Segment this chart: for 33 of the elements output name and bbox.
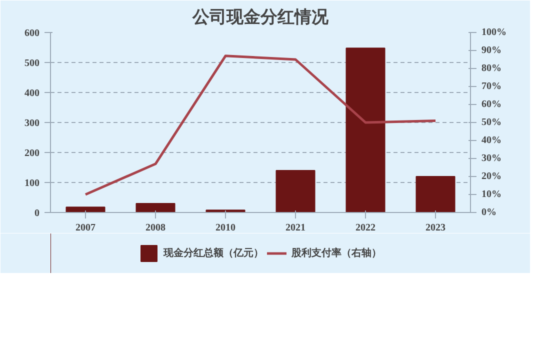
- bar: [276, 170, 316, 212]
- y-tick-label: 0: [34, 208, 40, 219]
- y-tick-label: 100: [24, 178, 40, 189]
- y2-tick-label: 30%: [482, 153, 502, 164]
- line-series: [84, 54, 437, 196]
- y2-tick-label: 70%: [482, 81, 502, 92]
- x-tick-label: 2007: [76, 222, 96, 234]
- y2-tick-label: 90%: [482, 45, 502, 56]
- y2-tick-label: 40%: [482, 135, 502, 146]
- x-tick-label: 2023: [426, 222, 446, 234]
- y-tick-label: 200: [24, 148, 40, 159]
- y2-tick-label: 100%: [482, 27, 506, 38]
- y-tick-label: 600: [24, 28, 40, 39]
- y2-tick-label: 10%: [482, 189, 502, 200]
- y-tick-label: 500: [24, 58, 40, 69]
- y2-tick-label: 80%: [482, 63, 502, 74]
- bar: [346, 48, 386, 212]
- bar: [136, 203, 176, 212]
- x-tick-label: 2010: [216, 222, 236, 234]
- y2-tick-label: 60%: [482, 99, 502, 110]
- bar: [416, 176, 456, 212]
- x-tick-label: 2008: [146, 222, 166, 234]
- x-tick-label: 2021: [286, 222, 306, 234]
- y-tick-label: 300: [24, 118, 40, 129]
- y2-tick-label: 50%: [482, 117, 502, 128]
- y2-tick-label: 20%: [482, 171, 502, 182]
- bar: [66, 206, 106, 212]
- y2-tick-label: 0%: [482, 207, 496, 218]
- chart-title: 公司现金分红情况: [192, 8, 330, 28]
- x-tick-label: 2022: [356, 222, 376, 234]
- legend-label: 现金分红总额（亿元）: [164, 246, 264, 260]
- legend-label: 股利支付率（右轴）: [292, 246, 382, 260]
- y-tick-label: 400: [24, 88, 40, 99]
